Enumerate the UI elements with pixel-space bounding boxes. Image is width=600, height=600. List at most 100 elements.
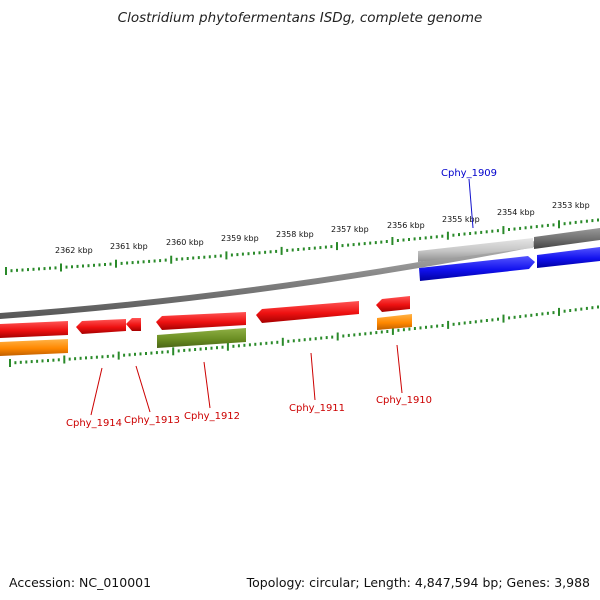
- outer-scale-minor-tick: [374, 241, 377, 245]
- inner-scale-major-tick: [447, 320, 450, 329]
- inner-scale-minor-tick: [150, 351, 153, 355]
- gene-label-cphy-1914[interactable]: Cphy_1914: [66, 418, 122, 429]
- outer-scale-minor-tick: [319, 246, 322, 250]
- gene-label-cphy-1913[interactable]: Cphy_1913: [124, 415, 180, 426]
- outer-scale-minor-tick: [458, 233, 460, 237]
- label-line-cphy-1913: [135, 365, 151, 413]
- inner-scale-minor-tick: [347, 333, 350, 337]
- inner-scale-major-tick: [226, 342, 229, 351]
- gene-label-cphy-1910[interactable]: Cphy_1910: [376, 395, 432, 406]
- outer-scale-minor-tick: [208, 255, 211, 259]
- inner-scale-minor-tick: [469, 320, 472, 324]
- outer-scale-minor-tick: [27, 268, 29, 272]
- outer-scale-minor-tick: [496, 229, 499, 233]
- inner-scale-minor-tick: [397, 328, 400, 332]
- inner-scale-minor-tick: [535, 313, 538, 317]
- gene-label-cphy-1911[interactable]: Cphy_1911: [289, 403, 345, 414]
- inner-scale-minor-tick: [112, 354, 115, 358]
- outer-scale-minor-tick: [358, 242, 361, 246]
- inner-scale-minor-tick: [95, 355, 98, 359]
- cds-feature-cphy-1913[interactable]: [126, 318, 141, 331]
- outer-scale-minor-tick: [192, 256, 195, 260]
- scale-label-2357: 2357 kbp: [331, 225, 369, 234]
- outer-scale-minor-tick: [480, 230, 483, 234]
- outer-scale-minor-tick: [148, 259, 151, 263]
- cds-feature-cphy-1911[interactable]: [256, 301, 359, 323]
- cds-feature-left-edge[interactable]: [0, 321, 68, 338]
- gene-feature-cphy-1909[interactable]: [418, 238, 533, 262]
- outer-scale-minor-tick: [16, 268, 18, 272]
- inner-scale-minor-tick: [216, 346, 218, 350]
- inner-scale-minor-tick: [320, 336, 323, 340]
- outer-scale-minor-tick: [54, 266, 57, 270]
- scale-label-2354: 2354 kbp: [497, 208, 535, 217]
- genome-backbone: [0, 228, 600, 319]
- inner-scale-minor-tick: [513, 315, 516, 319]
- scale-label-2355: 2355 kbp: [442, 215, 480, 224]
- outer-scale-minor-tick: [21, 268, 24, 272]
- outer-scale-minor-tick: [286, 248, 289, 252]
- outer-scale-minor-tick: [546, 223, 549, 227]
- outer-scale-minor-tick: [120, 261, 123, 265]
- cds-feature-right-blue[interactable]: [537, 247, 600, 268]
- inner-scale-minor-tick: [591, 306, 594, 310]
- inner-scale-minor-tick: [430, 325, 433, 329]
- gene-label-cphy-1909[interactable]: Cphy_1909: [441, 168, 497, 179]
- outer-scale-minor-tick: [441, 234, 444, 238]
- inner-scale-minor-tick: [585, 306, 588, 310]
- inner-scale-minor-tick: [155, 351, 158, 355]
- cds-feature-cphy-1909[interactable]: [419, 256, 535, 281]
- gene-feature-left-edge[interactable]: [0, 339, 68, 356]
- outer-scale-minor-tick: [175, 257, 178, 261]
- inner-scale-minor-tick: [402, 328, 405, 332]
- outer-scale-minor-tick: [530, 225, 533, 229]
- cds-feature-cphy-1912[interactable]: [156, 312, 246, 330]
- cds-feature-cphy-1910[interactable]: [376, 296, 410, 312]
- outer-scale-minor-tick: [402, 238, 405, 242]
- inner-scale-minor-tick: [563, 309, 566, 313]
- outer-scale-major-tick: [336, 242, 338, 251]
- inner-scale-minor-tick: [508, 316, 511, 320]
- inner-scale-minor-tick: [441, 324, 444, 327]
- gene-feature-cphy-1910[interactable]: [377, 314, 412, 330]
- outer-scale-minor-tick: [324, 245, 327, 249]
- label-line-cphy-1911: [310, 352, 316, 401]
- inner-scale-minor-tick: [353, 333, 356, 337]
- cds-feature-cphy-1914[interactable]: [76, 319, 126, 334]
- scale-label-2353: 2353 kbp: [552, 201, 590, 210]
- inner-scale-minor-tick: [188, 348, 191, 352]
- outer-scale-minor-tick: [181, 257, 184, 261]
- inner-scale-minor-tick: [458, 322, 461, 326]
- outer-scale-major-tick: [391, 237, 394, 245]
- outer-scale-minor-tick: [104, 263, 106, 266]
- label-line-cphy-1914: [90, 367, 103, 416]
- inner-scale-major-tick: [558, 307, 560, 316]
- inner-scale-minor-tick: [177, 349, 180, 353]
- outer-scale-minor-tick: [508, 228, 510, 231]
- outer-scale-minor-tick: [308, 247, 311, 250]
- outer-scale-major-tick: [60, 263, 62, 272]
- scale-ticks-outer: [5, 218, 599, 275]
- inner-scale-minor-tick: [463, 321, 466, 325]
- inner-scale-minor-tick: [194, 348, 197, 351]
- gene-feature-cphy-1912[interactable]: [157, 328, 246, 348]
- outer-scale-minor-tick: [269, 250, 272, 254]
- outer-scale-minor-tick: [419, 236, 422, 240]
- outer-scale-minor-tick: [98, 263, 101, 267]
- outer-scale-minor-tick: [591, 219, 594, 223]
- inner-scale-minor-tick: [128, 353, 131, 357]
- gene-label-cphy-1912[interactable]: Cphy_1912: [184, 411, 240, 422]
- inner-scale-minor-tick: [580, 307, 583, 311]
- inner-scale-minor-tick: [530, 313, 533, 317]
- inner-scale-minor-tick: [408, 327, 411, 331]
- outer-scale-minor-tick: [463, 232, 466, 236]
- outer-scale-major-tick: [115, 259, 117, 268]
- inner-scale-minor-tick: [364, 332, 367, 336]
- inner-scale-major-tick: [117, 351, 120, 360]
- inner-scale-minor-tick: [237, 344, 240, 348]
- gene-feature-right-dark[interactable]: [534, 228, 600, 249]
- inner-scale-minor-tick: [248, 343, 251, 347]
- outer-scale-minor-tick: [524, 226, 527, 230]
- outer-scale-minor-tick: [219, 254, 222, 258]
